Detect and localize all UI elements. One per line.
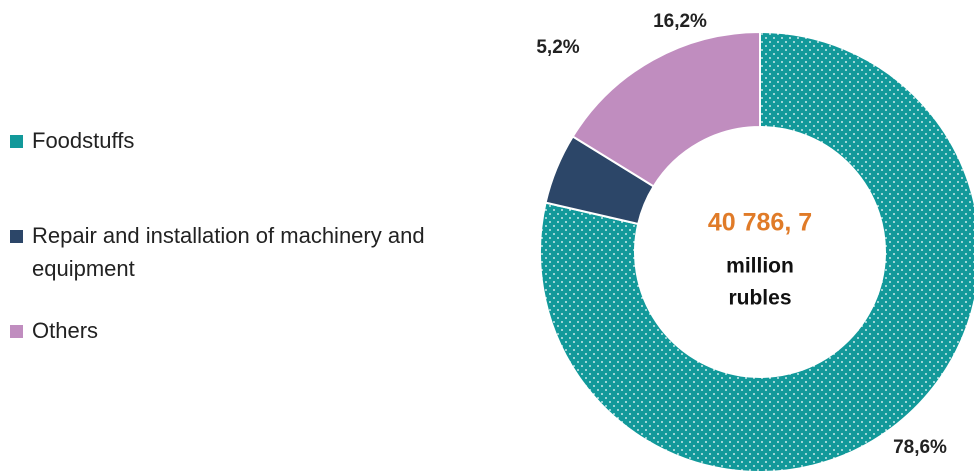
data-label: 5,2% <box>536 37 579 58</box>
legend-label: Others <box>32 318 99 343</box>
legend-label: Foodstuffs <box>32 128 135 153</box>
legend-swatch <box>10 325 23 338</box>
legend-item: Others <box>10 314 98 347</box>
center-unit: rubles <box>728 287 791 310</box>
center-unit: million <box>726 255 794 278</box>
slice <box>571 30 761 188</box>
slice <box>539 30 974 473</box>
legend-item: Foodstuffs <box>10 124 134 157</box>
data-label: 78,6% <box>893 437 947 458</box>
legend-swatch <box>10 135 23 148</box>
legend-label: Repair and installation of machinery and… <box>32 223 425 281</box>
center-value: 40 786, 7 <box>708 209 812 237</box>
legend-item: Repair and installation of machinery and… <box>10 219 530 285</box>
data-label: 16,2% <box>653 11 707 32</box>
legend-swatch <box>10 230 23 243</box>
